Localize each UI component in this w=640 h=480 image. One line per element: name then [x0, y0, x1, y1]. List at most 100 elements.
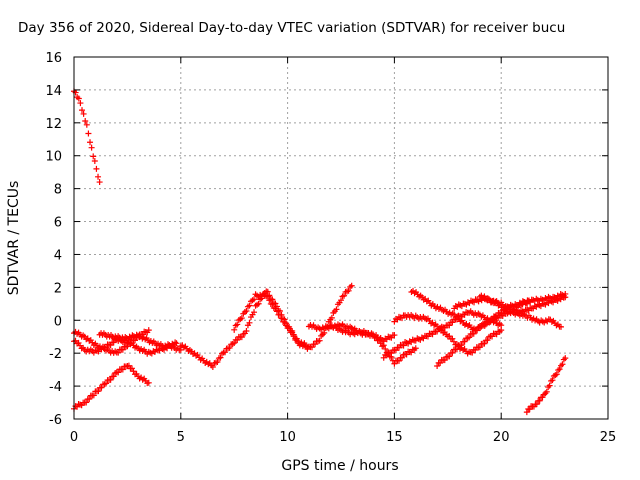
data-point	[217, 354, 224, 361]
y-tick-label: 10	[45, 150, 62, 165]
data-point	[127, 340, 134, 347]
series-track-9	[327, 322, 398, 345]
data-point	[226, 344, 233, 351]
data-point	[289, 329, 296, 336]
data-point	[272, 305, 279, 312]
data-point	[546, 382, 553, 389]
data-point	[533, 401, 540, 408]
data-point	[328, 314, 335, 321]
data-point	[90, 153, 97, 160]
y-axis-label: SDTVAR / TECUs	[6, 181, 22, 296]
data-point	[119, 366, 126, 373]
data-point	[266, 297, 273, 304]
data-point	[98, 384, 105, 391]
data-point	[243, 308, 250, 315]
data-point	[341, 292, 348, 299]
data-point	[103, 380, 110, 387]
data-point	[391, 332, 398, 339]
data-point	[145, 327, 152, 334]
data-point	[536, 397, 543, 404]
data-point	[498, 327, 505, 334]
data-point	[446, 322, 453, 329]
data-point	[466, 334, 473, 341]
y-tick-label: 14	[45, 84, 62, 99]
data-point	[110, 373, 117, 380]
data-point	[251, 296, 258, 303]
series-track-4	[71, 327, 152, 356]
data-point	[399, 354, 406, 361]
y-tick-label: 0	[54, 314, 62, 329]
data-point	[124, 343, 131, 350]
data-point	[80, 110, 87, 117]
data-point	[562, 355, 569, 362]
data-point	[91, 157, 98, 164]
data-point	[562, 294, 569, 301]
data-point	[481, 340, 488, 347]
data-point	[312, 341, 319, 348]
data-point	[209, 364, 216, 371]
data-point	[145, 379, 152, 386]
x-tick-label: 0	[70, 430, 78, 445]
data-point	[231, 339, 238, 346]
data-point	[251, 309, 258, 316]
data-point	[238, 315, 245, 322]
y-tick-label: 8	[54, 183, 62, 198]
data-point	[484, 337, 491, 344]
data-point	[90, 392, 97, 399]
data-point	[246, 302, 253, 309]
data-point	[458, 342, 465, 349]
series-track-15	[476, 292, 569, 316]
data-point	[286, 325, 293, 332]
x-tick-label: 5	[177, 430, 185, 445]
y-tick-label: -6	[49, 413, 62, 428]
data-point	[382, 345, 389, 352]
axis-ticks: 0 5 10 15 20 25 -6 -4 -2 0 2 4 6 8 10 12 14 16	[45, 51, 616, 445]
data-point	[412, 345, 419, 352]
data-point	[345, 287, 352, 294]
data-point	[96, 179, 103, 186]
data-point	[441, 357, 448, 364]
data-point	[470, 330, 477, 337]
series-track-2	[71, 362, 152, 412]
data-point	[449, 349, 456, 356]
data-point	[246, 319, 253, 326]
data-point	[93, 165, 100, 172]
data-point	[559, 361, 566, 368]
y-tick-label: 2	[54, 281, 62, 296]
series-track-7	[231, 282, 355, 352]
data-point	[558, 323, 565, 330]
data-point	[115, 369, 122, 376]
data-point	[107, 376, 114, 383]
y-tick-label: 16	[45, 51, 62, 66]
data-point	[338, 297, 344, 304]
data-point	[264, 293, 271, 300]
data-point	[278, 315, 285, 322]
grid-lines	[74, 57, 608, 419]
data-point	[333, 306, 340, 313]
data-markers	[71, 88, 569, 416]
data-point	[316, 337, 323, 344]
data-point	[79, 107, 86, 114]
x-tick-label: 25	[600, 430, 617, 445]
data-point	[471, 299, 478, 306]
data-point	[119, 346, 126, 353]
data-point	[281, 318, 288, 325]
data-point	[243, 327, 250, 334]
x-tick-label: 20	[493, 430, 510, 445]
data-point	[461, 338, 468, 345]
data-point	[391, 360, 398, 367]
data-point	[85, 130, 92, 137]
data-point	[231, 326, 238, 333]
series-track-16	[523, 355, 569, 416]
data-point	[434, 363, 441, 370]
data-point	[276, 311, 283, 318]
data-point	[437, 360, 444, 367]
series-track-5	[96, 330, 180, 351]
data-point	[234, 336, 241, 343]
data-point	[453, 346, 460, 353]
data-point	[82, 118, 89, 125]
data-point	[95, 388, 102, 395]
data-point	[255, 300, 262, 307]
